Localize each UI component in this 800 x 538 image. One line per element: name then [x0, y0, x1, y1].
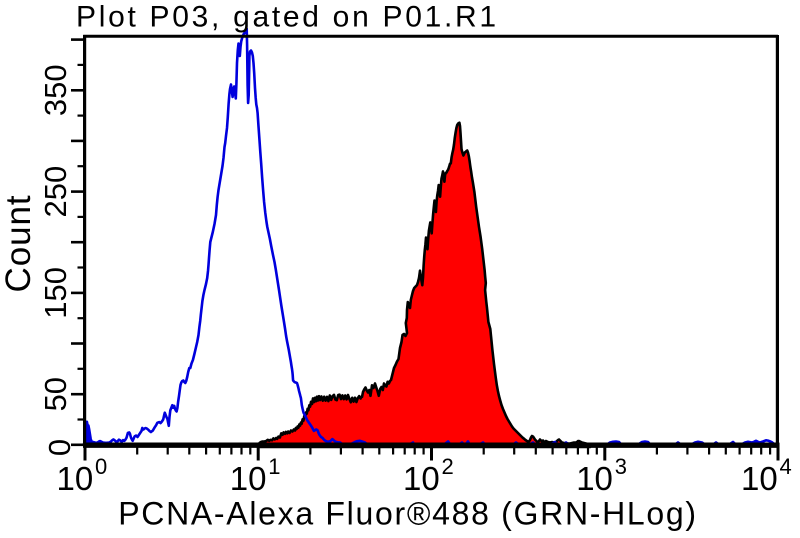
svg-text:10: 10 — [230, 460, 267, 497]
svg-text:150: 150 — [38, 267, 73, 319]
svg-text:4: 4 — [780, 454, 792, 479]
svg-text:10: 10 — [403, 460, 440, 497]
svg-text:0: 0 — [42, 439, 77, 456]
svg-text:350: 350 — [38, 64, 73, 116]
svg-text:10: 10 — [57, 460, 94, 497]
svg-text:Count: Count — [0, 195, 38, 293]
svg-text:3: 3 — [615, 454, 627, 479]
svg-text:2: 2 — [442, 454, 454, 479]
svg-text:10: 10 — [741, 460, 778, 497]
svg-text:1: 1 — [268, 454, 280, 479]
svg-text:10: 10 — [576, 460, 613, 497]
svg-text:50: 50 — [38, 377, 73, 411]
svg-text:250: 250 — [38, 166, 73, 218]
svg-text:Plot P03, gated on P01.R1: Plot P03, gated on P01.R1 — [76, 1, 499, 34]
svg-text:0: 0 — [95, 454, 107, 479]
svg-text:PCNA-Alexa Fluor®488 (GRN-HLog: PCNA-Alexa Fluor®488 (GRN-HLog) — [118, 496, 698, 532]
